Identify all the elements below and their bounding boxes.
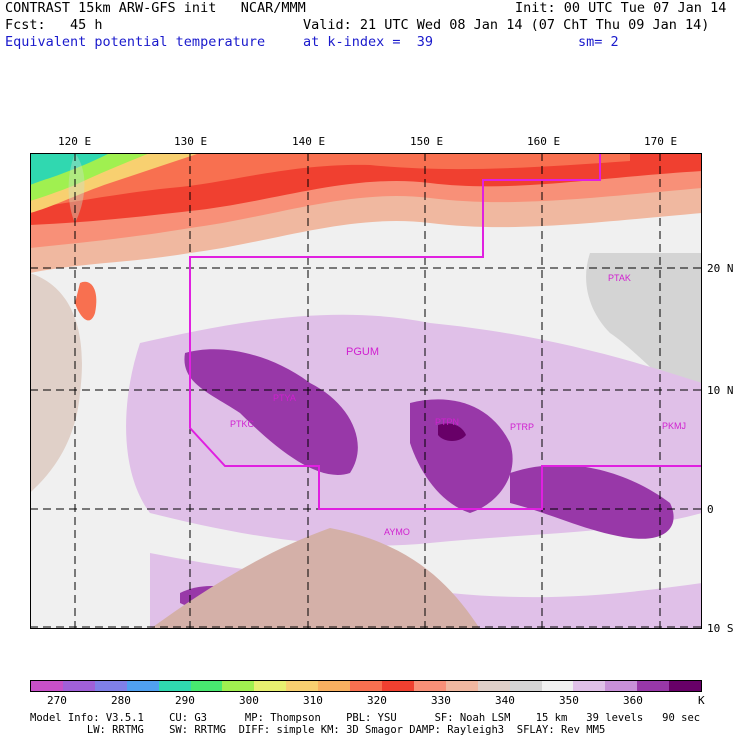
- valid-time: Valid: 21 UTC Wed 08 Jan 14 (07 ChT Thu …: [303, 17, 710, 33]
- cb-label-320: 320: [367, 694, 387, 707]
- colorbar-swatch: [445, 681, 478, 691]
- land-luzon: [75, 281, 97, 321]
- colorbar-swatch: [94, 681, 127, 691]
- colorbar-swatch: [541, 681, 574, 691]
- field-name: Equivalent potential temperature: [5, 34, 266, 50]
- colorbar-swatch: [126, 681, 159, 691]
- station-ptak: PTAK: [608, 273, 631, 283]
- colorbar-swatch: [350, 681, 382, 691]
- cb-label-330: 330: [431, 694, 451, 707]
- colorbar: [30, 680, 702, 692]
- cb-label-300: 300: [239, 694, 259, 707]
- colorbar-swatch: [31, 681, 63, 691]
- grey-west: [30, 273, 82, 493]
- colorbar-swatch: [254, 681, 287, 691]
- cb-label-360: 360: [623, 694, 643, 707]
- lon-label-140: 140 E: [292, 135, 326, 148]
- purple-ptya: [184, 349, 358, 475]
- colorbar-swatch: [413, 681, 446, 691]
- lat-label-10s: 10 S: [707, 622, 734, 635]
- station-ptpn: PTPN: [435, 417, 459, 427]
- lon-label-130: 130 E: [174, 135, 208, 148]
- theta-e-map: PTAK PGUM PTYA PTKC PTPN PTRP PKMJ AYMO: [30, 153, 702, 629]
- footer-model-info: Model Info: V3.5.1 CU: G3 MP: Thompson P…: [30, 712, 701, 724]
- colorbar-swatch: [222, 681, 255, 691]
- band-295: [30, 153, 110, 185]
- graticule: [30, 153, 702, 629]
- cb-label-350: 350: [559, 694, 579, 707]
- colorbar-swatch: [637, 681, 670, 691]
- footer-physics: LW: RRTMG SW: RRTMG DIFF: simple KM: 3D …: [30, 724, 606, 736]
- model-title: CONTRAST 15km ARW-GFS init NCAR/MMM: [5, 0, 306, 16]
- cb-unit: K: [698, 694, 705, 707]
- purple-east: [510, 464, 674, 539]
- domain-boundary: [189, 153, 702, 510]
- colorbar-swatch: [318, 681, 351, 691]
- init-time: Init: 00 UTC Tue 07 Jan 14: [515, 0, 727, 16]
- cb-label-290: 290: [175, 694, 195, 707]
- lat-label-eq: 0: [707, 503, 714, 516]
- purple-ptpn: [410, 399, 513, 513]
- station-aymo: AYMO: [384, 527, 410, 537]
- colorbar-swatch: [158, 681, 191, 691]
- land-taiwan: [68, 153, 85, 223]
- colorbar-swatch: [573, 681, 606, 691]
- land-new-guinea: [150, 528, 480, 629]
- map-frame: [30, 153, 702, 629]
- deep-purple-core: [438, 423, 466, 441]
- grey-east: [586, 253, 702, 403]
- colorbar-swatch: [286, 681, 319, 691]
- lat-label-20n: 20 N: [707, 262, 734, 275]
- colorbar-swatch: [605, 681, 638, 691]
- level-index: at k-index = 39: [303, 34, 434, 50]
- station-ptya: PTYA: [273, 393, 296, 403]
- colorbar-swatch: [509, 681, 542, 691]
- cb-label-280: 280: [111, 694, 131, 707]
- map-panel: PTAK PGUM PTYA PTKC PTPN PTRP PKMJ AYMO: [30, 153, 702, 629]
- station-pgum: PGUM: [346, 346, 379, 358]
- colorbar-swatch: [477, 681, 510, 691]
- smoothing: sm= 2: [578, 34, 619, 50]
- station-ptkc: PTKC: [230, 419, 255, 429]
- cb-label-310: 310: [303, 694, 323, 707]
- station-ptrp: PTRP: [510, 422, 534, 432]
- lon-label-170: 170 E: [644, 135, 678, 148]
- colorbar-swatch: [669, 681, 702, 691]
- lat-label-10n: 10 N: [707, 384, 734, 397]
- station-labels: PTAK PGUM PTYA PTKC PTPN PTRP PKMJ AYMO: [230, 273, 686, 537]
- colorbar-swatch: [381, 681, 414, 691]
- colorbar-swatch: [62, 681, 95, 691]
- station-pkmj: PKMJ: [662, 421, 686, 431]
- forecast-hour: Fcst: 45 h: [5, 17, 103, 33]
- cb-label-270: 270: [47, 694, 67, 707]
- lon-label-120: 120 E: [58, 135, 92, 148]
- lon-label-150: 150 E: [410, 135, 444, 148]
- cb-label-340: 340: [495, 694, 515, 707]
- colorbar-swatch: [190, 681, 223, 691]
- lon-label-160: 160 E: [527, 135, 561, 148]
- band-325: [30, 153, 630, 208]
